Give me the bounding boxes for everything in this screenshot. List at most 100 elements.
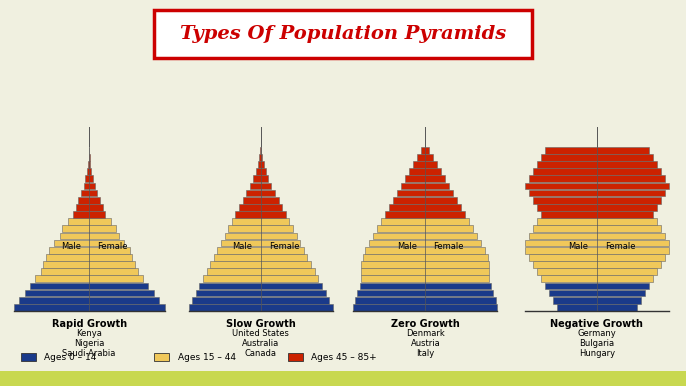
Bar [14, 304, 165, 311]
Bar [200, 283, 322, 290]
Text: Rapid Growth: Rapid Growth [51, 319, 127, 329]
Bar [529, 232, 665, 239]
Text: Female: Female [434, 242, 464, 251]
Text: Slow Growth: Slow Growth [226, 319, 296, 329]
Text: Ages 0 – 14: Ages 0 – 14 [44, 352, 96, 362]
Bar [377, 225, 473, 232]
Text: Male: Male [233, 242, 252, 251]
Text: Ages 15 – 44: Ages 15 – 44 [178, 352, 236, 362]
Bar [525, 240, 669, 246]
Text: Germany: Germany [578, 329, 616, 338]
Bar [259, 154, 262, 161]
Bar [369, 240, 482, 246]
Bar [250, 183, 272, 189]
Text: Austria: Austria [410, 339, 440, 348]
Bar [214, 254, 307, 261]
Bar [421, 147, 429, 154]
Text: Italy: Italy [416, 349, 434, 358]
Text: Female: Female [605, 242, 635, 251]
Text: Saudi Arabia: Saudi Arabia [62, 349, 116, 358]
Bar [362, 268, 489, 275]
Text: Male: Male [569, 242, 589, 251]
Bar [68, 218, 110, 225]
Bar [192, 297, 329, 303]
Bar [54, 240, 124, 246]
Bar [533, 168, 661, 175]
Bar [549, 290, 645, 296]
FancyBboxPatch shape [154, 10, 532, 58]
Bar [359, 283, 491, 290]
Bar [88, 154, 90, 161]
Bar [189, 304, 333, 311]
Bar [413, 161, 438, 168]
Bar [196, 290, 325, 296]
Bar [73, 211, 106, 218]
Text: United States: United States [233, 329, 289, 338]
Bar [357, 290, 493, 296]
Text: Bulgaria: Bulgaria [579, 339, 615, 348]
Bar [228, 225, 293, 232]
Text: Nigeria: Nigeria [74, 339, 104, 348]
Bar [536, 268, 657, 275]
Bar [87, 168, 91, 175]
Bar [386, 211, 465, 218]
Bar [254, 175, 268, 182]
Bar [417, 154, 434, 161]
Bar [536, 204, 657, 211]
Bar [60, 232, 119, 239]
Bar [529, 175, 665, 182]
Bar [362, 261, 489, 268]
Text: Types Of Population Pyramids: Types Of Population Pyramids [180, 25, 506, 42]
Bar [258, 161, 263, 168]
Text: Denmark: Denmark [406, 329, 445, 338]
Bar [353, 304, 497, 311]
Bar [243, 197, 279, 203]
Bar [536, 218, 657, 225]
Bar [536, 161, 657, 168]
Bar [397, 190, 453, 196]
Bar [43, 261, 135, 268]
Bar [533, 225, 661, 232]
Bar [217, 247, 304, 254]
Bar [225, 232, 296, 239]
Text: Zero Growth: Zero Growth [391, 319, 460, 329]
Bar [75, 204, 103, 211]
Bar [355, 297, 496, 303]
Text: Kenya: Kenya [76, 329, 102, 338]
Bar [30, 283, 148, 290]
Bar [533, 197, 661, 203]
Bar [40, 268, 138, 275]
Bar [206, 268, 315, 275]
Text: Male: Male [61, 242, 81, 251]
Bar [541, 154, 653, 161]
Text: Female: Female [269, 242, 299, 251]
Bar [246, 190, 275, 196]
Bar [288, 353, 303, 361]
Bar [541, 211, 653, 218]
Bar [203, 276, 318, 282]
Bar [154, 353, 169, 361]
Bar [0, 371, 686, 386]
Bar [545, 283, 649, 290]
Bar [390, 204, 461, 211]
Bar [232, 218, 289, 225]
Bar [239, 204, 283, 211]
Bar [393, 197, 458, 203]
Text: Negative Growth: Negative Growth [550, 319, 643, 329]
Bar [84, 183, 95, 189]
Bar [410, 168, 441, 175]
Bar [553, 297, 641, 303]
Bar [362, 276, 489, 282]
Bar [78, 197, 100, 203]
Bar [235, 211, 286, 218]
Bar [363, 254, 488, 261]
Bar [81, 190, 97, 196]
Bar [35, 276, 143, 282]
Bar [525, 183, 669, 189]
Bar [25, 290, 154, 296]
Bar [62, 225, 116, 232]
Bar [373, 232, 477, 239]
Bar [88, 161, 91, 168]
Bar [533, 261, 661, 268]
Bar [256, 168, 265, 175]
